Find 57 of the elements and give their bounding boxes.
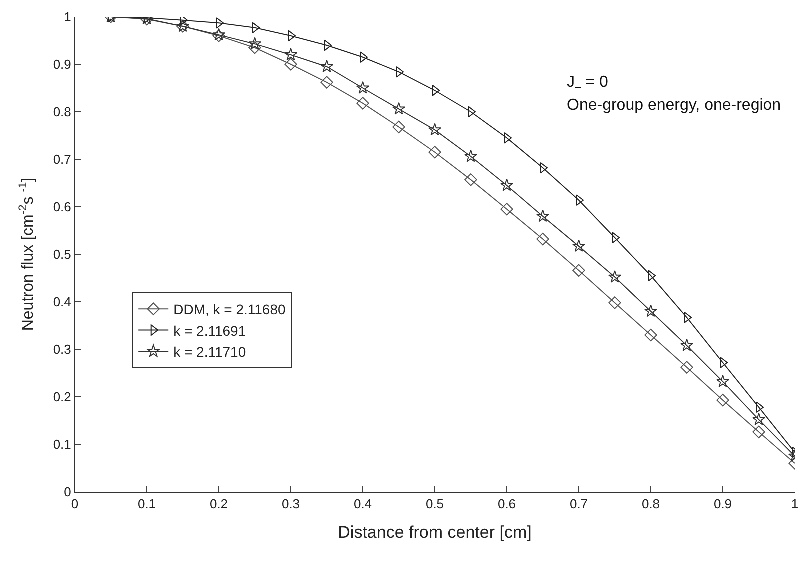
legend-label: k = 2.11710	[174, 344, 246, 360]
y-tick-label: 0.8	[53, 104, 72, 120]
point	[680, 361, 694, 374]
point	[536, 232, 550, 246]
point	[284, 58, 298, 71]
x-tick-label: 0.5	[426, 496, 444, 512]
point	[464, 150, 478, 162]
x-tick-label: 0.4	[354, 496, 372, 512]
point	[716, 394, 730, 407]
x-tick-label: 0.1	[138, 496, 156, 512]
point	[608, 296, 622, 310]
point	[320, 76, 334, 89]
x-tick-label: 1	[791, 496, 799, 512]
y-tick-label: 0.1	[53, 437, 72, 452]
point	[248, 42, 262, 54]
point	[392, 102, 406, 115]
x-tick-label: 0.9	[714, 496, 732, 512]
annotation: One-group energy, one-region	[567, 97, 782, 114]
point	[752, 413, 766, 426]
y-tick-label: 0.5	[53, 247, 72, 262]
x-tick-label: 0.2	[210, 496, 228, 512]
point	[428, 123, 442, 136]
y-tick-label: 0.4	[53, 294, 72, 310]
point	[248, 37, 262, 50]
point	[644, 328, 658, 342]
x-tick-label: 0.3	[282, 496, 300, 512]
point	[500, 203, 514, 216]
x-axis-title: Distance from center [cm]	[338, 523, 532, 542]
point	[572, 264, 586, 277]
point	[428, 146, 442, 159]
y-tick-label: 1	[64, 10, 72, 25]
point	[356, 81, 370, 94]
point	[752, 426, 766, 438]
point	[320, 60, 334, 72]
x-tick-label: 0.8	[642, 496, 660, 512]
legend-label: DDM, k = 2.11680	[174, 302, 286, 318]
point	[536, 210, 550, 222]
point	[464, 174, 478, 186]
y-tick-label: 0.7	[53, 152, 72, 168]
y-tick-label: 0.3	[53, 342, 72, 358]
point	[644, 304, 658, 318]
annotation: J$_{–}$ = 0	[567, 74, 608, 94]
y-tick-label: 0	[64, 484, 72, 500]
y-tick-label: 0.6	[53, 200, 72, 215]
point	[572, 240, 586, 252]
legend-label: k = 2.11691	[174, 322, 246, 339]
point	[284, 48, 298, 61]
point	[716, 375, 730, 388]
point	[608, 270, 622, 283]
x-tick-label: 0.6	[498, 496, 516, 512]
y-tick-label: 0.2	[53, 390, 72, 405]
point	[680, 338, 694, 352]
point	[356, 97, 370, 110]
point	[392, 120, 406, 134]
x-tick-label: 0.7	[570, 496, 588, 512]
point	[500, 178, 514, 192]
y-tick-label: 0.9	[53, 57, 72, 72]
